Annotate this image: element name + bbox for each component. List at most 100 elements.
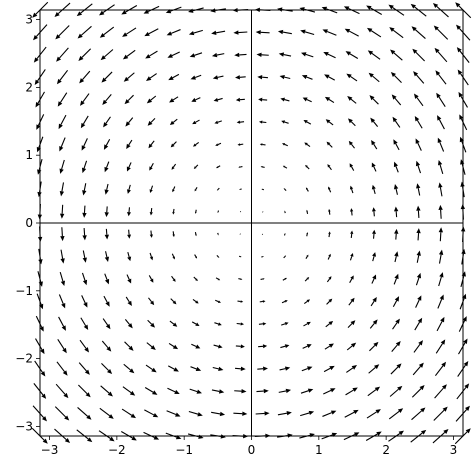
field-arrow [349, 275, 354, 284]
field-arrow [259, 300, 266, 303]
field-arrow [369, 319, 378, 329]
arrow-shaft [192, 298, 197, 303]
arrow-shaft [35, 338, 43, 351]
arrow-shaft [37, 114, 45, 126]
arrow-head [188, 30, 195, 36]
field-arrow [393, 161, 399, 173]
arrow-shaft [370, 7, 383, 15]
arrow-head [239, 188, 241, 190]
field-arrow [36, 114, 45, 130]
arrow-head [391, 94, 397, 100]
arrow-head [149, 300, 155, 306]
arrow-head [463, 360, 469, 367]
arrow-shaft [150, 162, 154, 168]
arrow-shaft [388, 433, 401, 442]
arrow-shaft [344, 411, 355, 418]
arrow-head [129, 390, 136, 396]
arrow-head [100, 55, 106, 61]
field-arrow [80, 115, 89, 129]
arrow-shaft [35, 1, 49, 15]
arrow-head [369, 95, 375, 101]
field-arrow [169, 118, 178, 125]
field-arrow [279, 74, 291, 80]
arrow-shaft [78, 362, 87, 372]
arrow-shaft [462, 231, 464, 243]
field-arrow [78, 362, 90, 375]
field-arrow [433, 406, 448, 421]
arrow-shaft [171, 29, 181, 34]
field-arrow [189, 388, 202, 394]
field-arrow [172, 186, 176, 193]
arrow-shaft [58, 316, 65, 327]
arrow-head [438, 227, 444, 233]
field-arrow [327, 164, 332, 171]
field-arrow [145, 364, 157, 373]
arrow-head [99, 32, 106, 38]
arrow-head [328, 276, 332, 280]
field-arrow [393, 273, 399, 285]
field-arrow [303, 321, 311, 327]
arrow-shaft [195, 164, 199, 168]
arrow-head [416, 205, 421, 211]
arrow-head [83, 324, 89, 331]
arrow-head [330, 410, 337, 415]
arrow-shaft [300, 390, 309, 394]
arrow-head [214, 120, 219, 124]
field-arrow [458, 91, 468, 108]
arrow-shaft [125, 296, 130, 303]
field-arrow [145, 50, 158, 59]
arrow-head [394, 273, 399, 280]
arrow-shaft [368, 367, 376, 374]
arrow-head [414, 115, 420, 122]
field-arrow [103, 116, 111, 128]
arrow-head [460, 159, 465, 165]
arrow-head [175, 435, 182, 440]
arrow-shaft [350, 143, 355, 149]
arrow-shaft [326, 300, 331, 305]
arrow-head [104, 278, 110, 285]
arrow-shaft [105, 116, 111, 124]
field-arrow [166, 410, 181, 417]
arrow-head [217, 256, 220, 258]
y-tick-label: −3 [15, 419, 33, 433]
field-arrow [149, 185, 154, 194]
arrow-head [126, 143, 131, 150]
field-arrow [210, 434, 226, 439]
arrow-head [80, 122, 86, 129]
arrow-shaft [412, 366, 421, 376]
field-arrow [372, 229, 376, 239]
arrow-head [460, 226, 466, 232]
arrow-shaft [102, 318, 109, 326]
arrow-head [281, 120, 286, 124]
arrow-head [343, 6, 350, 11]
field-arrow [172, 231, 175, 238]
field-arrow [127, 251, 132, 262]
arrow-shaft [32, 405, 45, 418]
arrow-shaft [392, 322, 398, 330]
arrow-head [348, 140, 354, 146]
arrow-head [174, 389, 180, 395]
arrow-head [397, 385, 403, 391]
arrow-head [465, 428, 471, 434]
arrow-shaft [81, 295, 86, 304]
field-arrow [214, 120, 222, 124]
field-arrow [279, 366, 291, 371]
arrow-shaft [76, 429, 89, 440]
field-arrow [144, 387, 158, 395]
arrow-shaft [168, 342, 175, 348]
arrow-shaft [172, 163, 177, 168]
field-arrow [147, 118, 156, 126]
arrow-shaft [343, 433, 356, 441]
arrow-head [218, 366, 224, 372]
arrow-head [59, 191, 65, 197]
field-arrow [388, 4, 405, 16]
arrow-head [328, 208, 331, 212]
arrow-head [144, 31, 150, 37]
arrow-shaft [188, 411, 199, 415]
arrow-head [197, 412, 203, 417]
arrow-shaft [462, 208, 464, 220]
field-arrow [215, 299, 221, 303]
arrow-head [344, 28, 351, 34]
field-arrow [460, 181, 465, 198]
arrow-head [462, 293, 467, 300]
